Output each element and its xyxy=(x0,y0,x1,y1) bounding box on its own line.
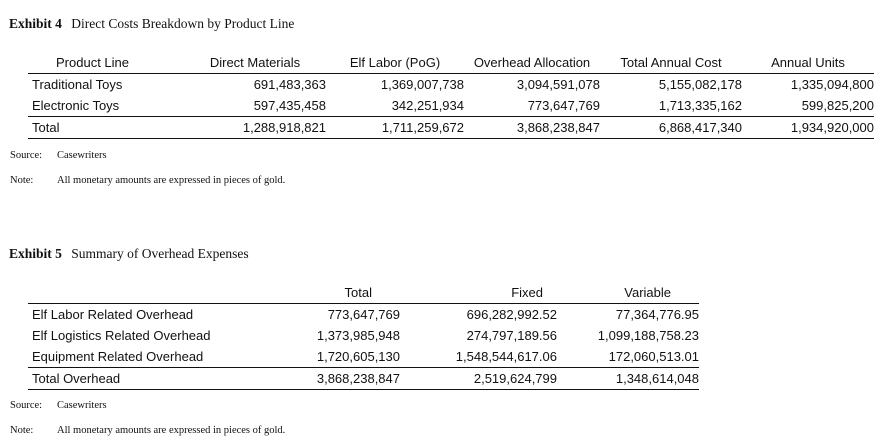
row-label: Equipment Related Overhead xyxy=(32,349,204,364)
cell-value: 274,797,189.56 xyxy=(466,328,557,343)
cell-value: 77,364,776.95 xyxy=(615,307,699,322)
total-value: 3,868,238,847 xyxy=(464,116,600,139)
table-row: Traditional Toys 691,483,363 1,369,007,7… xyxy=(28,74,874,96)
exhibit5-heading: Summary of Overhead Expenses xyxy=(71,246,249,261)
col-product-line: Product Line xyxy=(28,52,184,74)
total-value: 1,288,918,821 xyxy=(184,116,326,139)
total-row: Total Overhead 3,868,238,847 2,519,624,7… xyxy=(28,367,699,390)
cell-value: 342,251,934 xyxy=(391,98,464,113)
cell-value: 1,373,985,948 xyxy=(316,328,400,343)
note-text: All monetary amounts are expressed in pi… xyxy=(57,425,286,436)
cell-value: 597,435,458 xyxy=(253,98,326,113)
table-row: Electronic Toys 597,435,458 342,251,934 … xyxy=(28,95,874,117)
total-value: 6,868,417,340 xyxy=(600,116,742,139)
col-direct-materials: Direct Materials xyxy=(184,52,326,74)
row-label: Elf Logistics Related Overhead xyxy=(32,328,211,343)
cell-value: 599,825,200 xyxy=(801,98,874,113)
exhibit5-source: Source: Casewriters xyxy=(10,400,107,411)
row-label: Traditional Toys xyxy=(32,77,123,92)
exhibit5-note: Note: All monetary amounts are expressed … xyxy=(10,425,285,436)
cell-value: 172,060,513.01 xyxy=(608,349,699,364)
exhibit5-title: Exhibit 5 Summary of Overhead Expenses xyxy=(9,246,249,262)
total-value: 1,711,259,672 xyxy=(326,116,464,139)
note-label: Note: xyxy=(10,425,34,436)
total-row: Total 1,288,918,821 1,711,259,672 3,868,… xyxy=(28,116,874,139)
total-value: 3,868,238,847 xyxy=(270,367,400,390)
note-text: All monetary amounts are expressed in pi… xyxy=(57,175,286,186)
total-value: 2,519,624,799 xyxy=(400,367,557,390)
exhibit4-heading: Direct Costs Breakdown by Product Line xyxy=(71,16,295,31)
cell-value: 773,647,769 xyxy=(527,98,600,113)
table-header-row: Total Fixed Variable xyxy=(28,282,699,304)
exhibit4-note: Note: All monetary amounts are expressed … xyxy=(10,175,285,186)
total-value: 1,348,614,048 xyxy=(557,367,699,390)
source-label: Source: xyxy=(10,400,43,411)
exhibit4-title: Exhibit 4 Direct Costs Breakdown by Prod… xyxy=(9,16,294,32)
row-label: Elf Labor Related Overhead xyxy=(32,307,194,322)
cell-value: 773,647,769 xyxy=(327,307,400,322)
total-value: 1,934,920,000 xyxy=(742,116,874,139)
table-row: Equipment Related Overhead 1,720,605,130… xyxy=(28,346,699,368)
cell-value: 1,369,007,738 xyxy=(380,77,464,92)
cell-value: 1,720,605,130 xyxy=(316,349,400,364)
cell-value: 691,483,363 xyxy=(253,77,326,92)
table-row: Elf Logistics Related Overhead 1,373,985… xyxy=(28,325,699,346)
cell-value: 1,548,544,617.06 xyxy=(455,349,557,364)
total-label: Total xyxy=(28,116,184,139)
col-fixed: Fixed xyxy=(400,282,557,304)
cell-value: 3,094,591,078 xyxy=(516,77,600,92)
table-header-row: Product Line Direct Materials Elf Labor … xyxy=(28,52,874,74)
source-label: Source: xyxy=(10,150,43,161)
source-text: Casewriters xyxy=(57,150,107,161)
col-variable: Variable xyxy=(557,282,699,304)
cell-value: 696,282,992.52 xyxy=(466,307,557,322)
col-annual-units: Annual Units xyxy=(742,52,874,74)
col-blank xyxy=(28,282,270,304)
overhead-summary-table: Total Fixed Variable Elf Labor Related O… xyxy=(28,282,699,390)
exhibit4-number: Exhibit 4 xyxy=(9,16,62,31)
cell-value: 1,099,188,758.23 xyxy=(597,328,699,343)
exhibit4-source: Source: Casewriters xyxy=(10,150,107,161)
exhibit5-number: Exhibit 5 xyxy=(9,246,62,261)
cell-value: 1,335,094,800 xyxy=(790,77,874,92)
note-label: Note: xyxy=(10,175,34,186)
total-label: Total Overhead xyxy=(28,367,270,390)
col-overhead-allocation: Overhead Allocation xyxy=(464,52,600,74)
cell-value: 1,713,335,162 xyxy=(658,98,742,113)
col-total-annual-cost: Total Annual Cost xyxy=(600,52,742,74)
col-elf-labor: Elf Labor (PoG) xyxy=(326,52,464,74)
cell-value: 5,155,082,178 xyxy=(658,77,742,92)
row-label: Electronic Toys xyxy=(32,98,120,113)
table-row: Elf Labor Related Overhead 773,647,769 6… xyxy=(28,304,699,326)
source-text: Casewriters xyxy=(57,400,107,411)
direct-costs-table: Product Line Direct Materials Elf Labor … xyxy=(28,52,874,139)
col-total: Total xyxy=(270,282,400,304)
